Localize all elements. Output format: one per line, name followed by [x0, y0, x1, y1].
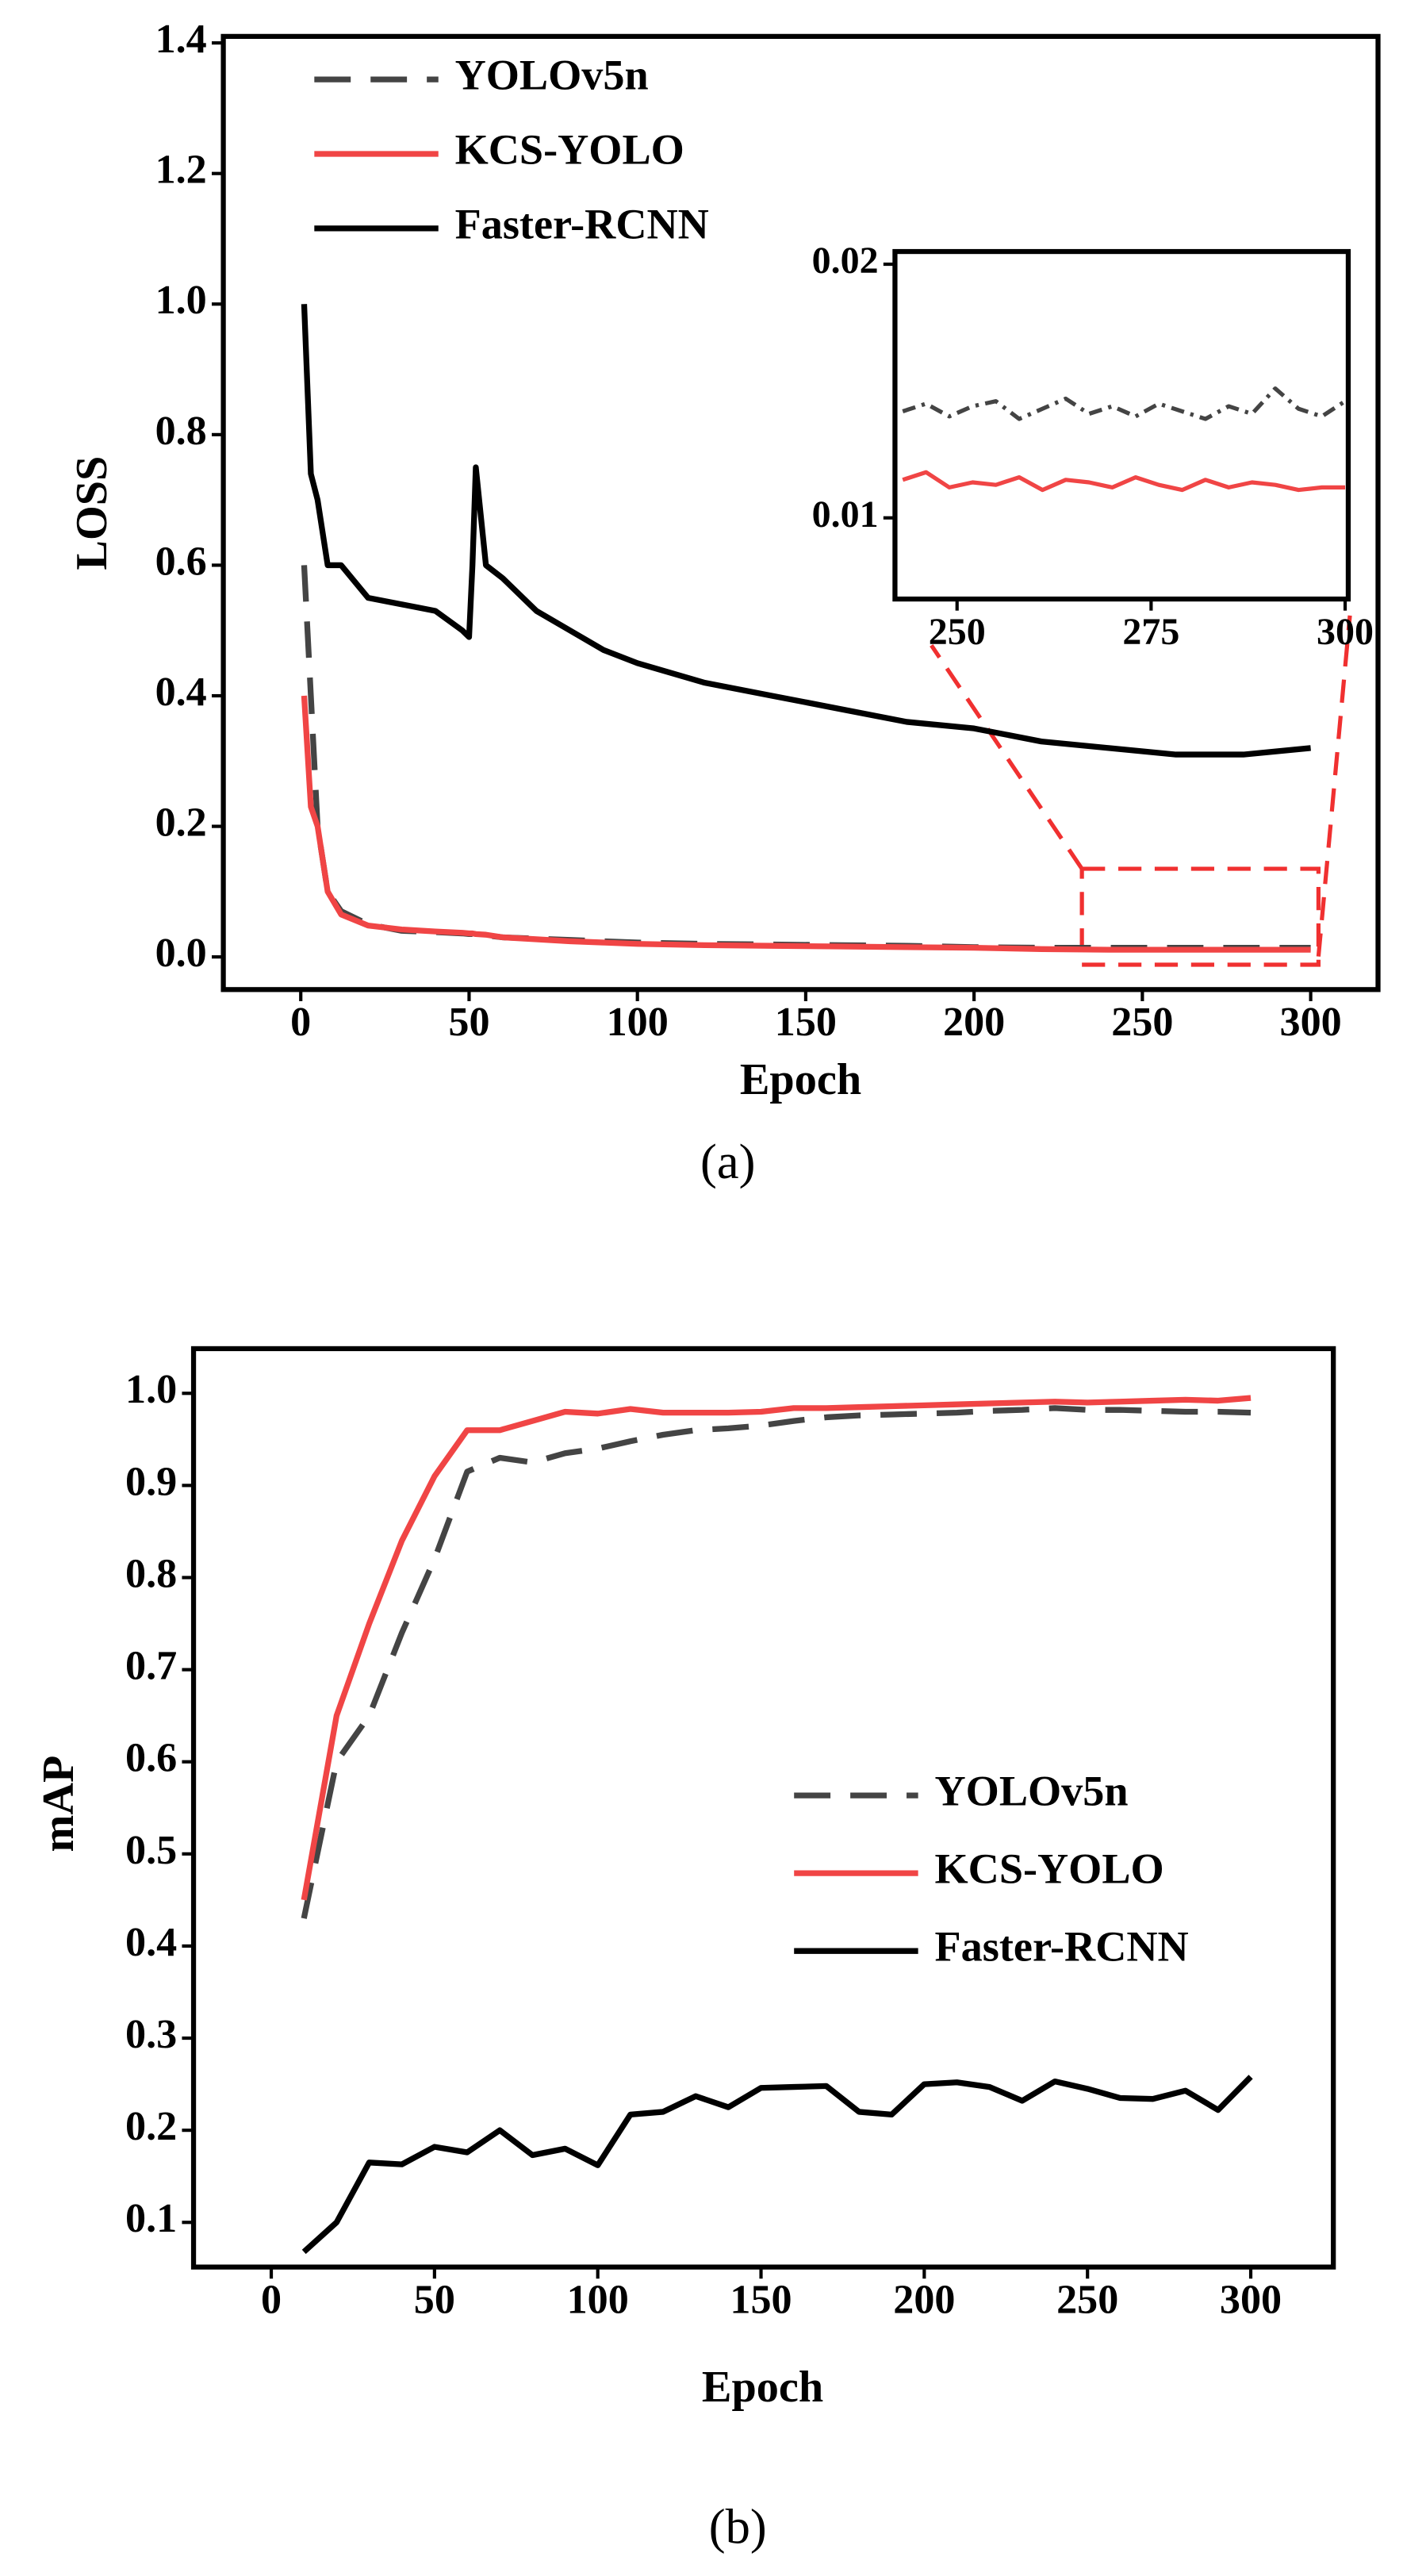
legend-label: Faster-RCNN: [455, 200, 709, 248]
x-tick-label: 275: [1122, 611, 1179, 653]
y-tick-label: 1.4: [155, 17, 207, 62]
x-tick-label: 150: [730, 2277, 792, 2322]
y-tick-label: 1.0: [125, 1367, 177, 1412]
x-axis-label: Epoch: [702, 2363, 823, 2412]
x-tick-label: 250: [1056, 2277, 1118, 2322]
x-tick-label: 300: [1280, 1000, 1342, 1045]
y-tick-label: 0.7: [125, 1644, 177, 1689]
y-tick-label: 0.1: [125, 2196, 177, 2241]
zoom-box: [1079, 866, 1321, 967]
y-tick-label: 0.8: [155, 409, 207, 454]
x-tick-label: 200: [893, 2277, 955, 2322]
x-axis-label: Epoch: [740, 1055, 861, 1104]
x-tick-label: 300: [1317, 611, 1374, 653]
x-tick-label: 300: [1220, 2277, 1282, 2322]
plot-frame: [190, 1346, 1336, 2270]
y-tick-label: 1.0: [155, 278, 207, 323]
y-tick-label: 0.02: [812, 240, 879, 282]
legend-label: KCS-YOLO: [935, 1845, 1164, 1893]
y-tick-label: 0.4: [125, 1920, 177, 1965]
y-tick-label: 0.4: [155, 670, 207, 715]
plot-frame: [892, 248, 1351, 602]
inset-background: [895, 251, 1348, 600]
y-tick-label: 1.2: [155, 148, 207, 193]
series-line: [301, 695, 1311, 953]
legend-label: YOLOv5n: [455, 52, 649, 99]
y-axis-label: mAP: [34, 1756, 83, 1852]
y-tick-label: 0.01: [812, 493, 879, 536]
x-tick-label: 100: [567, 2277, 629, 2322]
y-tick-label: 0.6: [155, 539, 207, 584]
caption: (b): [709, 2499, 767, 2555]
series-line: [301, 2075, 1253, 2255]
y-axis-label: LOSS: [67, 456, 117, 570]
y-tick-label: 0.6: [125, 1736, 177, 1781]
zoom-indicator: [930, 615, 1352, 967]
x-tick-label: 50: [448, 1000, 489, 1045]
zoom-line: [930, 644, 1084, 870]
y-tick-label: 0.2: [155, 800, 207, 846]
x-tick-label: 0: [290, 1000, 311, 1045]
series-line: [902, 386, 1347, 421]
x-tick-label: 250: [1111, 1000, 1173, 1045]
x-tick-label: 200: [943, 1000, 1005, 1045]
plot-frame: [220, 33, 1381, 992]
x-tick-label: 100: [607, 1000, 669, 1045]
legend-label: KCS-YOLO: [455, 125, 684, 173]
x-tick-label: 0: [261, 2277, 282, 2322]
series-line: [902, 470, 1346, 493]
y-tick-label: 0.3: [125, 2012, 177, 2057]
x-tick-label: 150: [775, 1000, 837, 1045]
x-tick-label: 250: [929, 611, 986, 653]
y-tick-label: 0.5: [125, 1828, 177, 1873]
y-tick-label: 0.2: [125, 2104, 177, 2149]
y-tick-label: 0.9: [125, 1459, 177, 1504]
legend-label: Faster-RCNN: [935, 1923, 1189, 1971]
y-tick-label: 0.8: [125, 1551, 177, 1596]
x-tick-label: 50: [414, 2277, 455, 2322]
series-line: [301, 1405, 1252, 1919]
y-tick-label: 0.0: [155, 931, 207, 976]
legend-label: YOLOv5n: [935, 1768, 1129, 1815]
zoom-line: [1316, 615, 1352, 957]
series-line: [301, 1395, 1252, 1901]
series-line: [301, 304, 1311, 758]
caption: (a): [700, 1134, 755, 1189]
